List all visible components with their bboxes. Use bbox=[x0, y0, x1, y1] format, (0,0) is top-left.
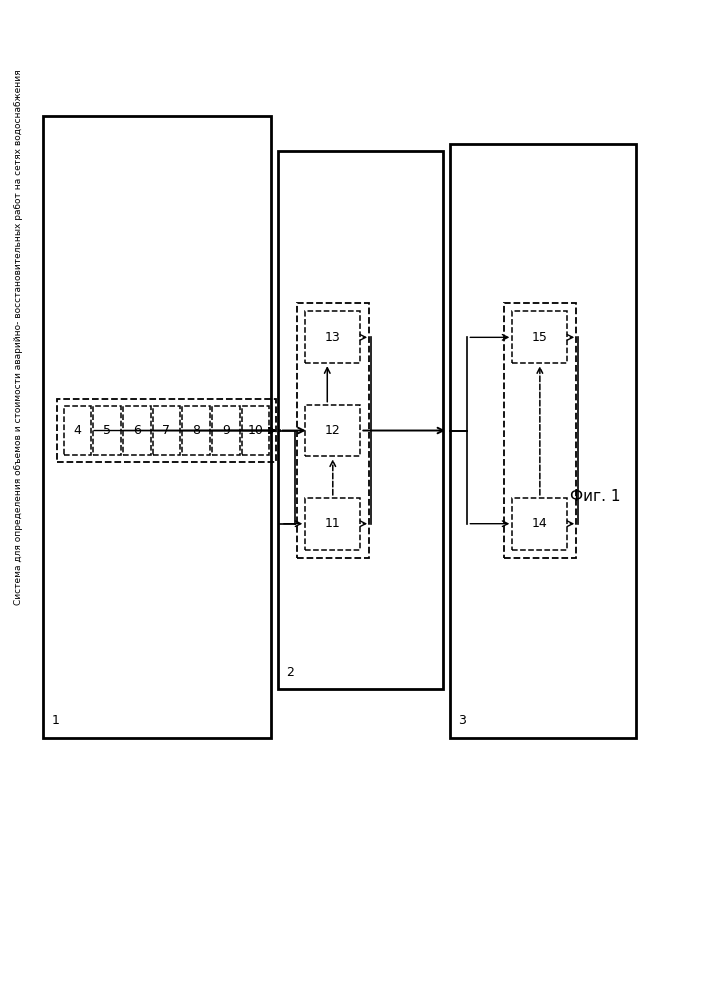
Bar bbox=[93, 406, 121, 455]
Bar bbox=[242, 406, 269, 455]
Text: 15: 15 bbox=[532, 331, 548, 344]
Bar bbox=[513, 311, 568, 363]
Text: 2: 2 bbox=[286, 666, 293, 679]
Bar bbox=[513, 498, 568, 550]
Text: 3: 3 bbox=[458, 714, 467, 727]
Text: 13: 13 bbox=[325, 331, 341, 344]
Bar bbox=[305, 311, 361, 363]
Bar bbox=[43, 116, 271, 738]
Bar bbox=[182, 406, 210, 455]
Text: 14: 14 bbox=[532, 517, 548, 530]
Text: 9: 9 bbox=[222, 424, 230, 437]
Bar bbox=[278, 151, 443, 689]
Text: 10: 10 bbox=[247, 424, 264, 437]
Text: 7: 7 bbox=[163, 424, 170, 437]
Bar bbox=[504, 303, 575, 558]
Bar bbox=[297, 303, 368, 558]
Text: 11: 11 bbox=[325, 517, 341, 530]
Text: 4: 4 bbox=[74, 424, 81, 437]
Text: 5: 5 bbox=[103, 424, 111, 437]
Text: 1: 1 bbox=[51, 714, 59, 727]
Bar bbox=[305, 405, 361, 456]
Bar bbox=[64, 406, 91, 455]
Bar bbox=[153, 406, 180, 455]
Text: Фиг. 1: Фиг. 1 bbox=[570, 489, 620, 504]
Bar bbox=[450, 144, 636, 738]
Text: 6: 6 bbox=[133, 424, 141, 437]
Bar bbox=[123, 406, 151, 455]
Bar bbox=[57, 399, 276, 462]
Bar bbox=[212, 406, 240, 455]
Text: Система для определения объемов и стоимости аварийно- восстановительных работ на: Система для определения объемов и стоимо… bbox=[14, 70, 23, 605]
Bar bbox=[305, 498, 361, 550]
Text: 8: 8 bbox=[192, 424, 200, 437]
Text: 12: 12 bbox=[325, 424, 341, 437]
